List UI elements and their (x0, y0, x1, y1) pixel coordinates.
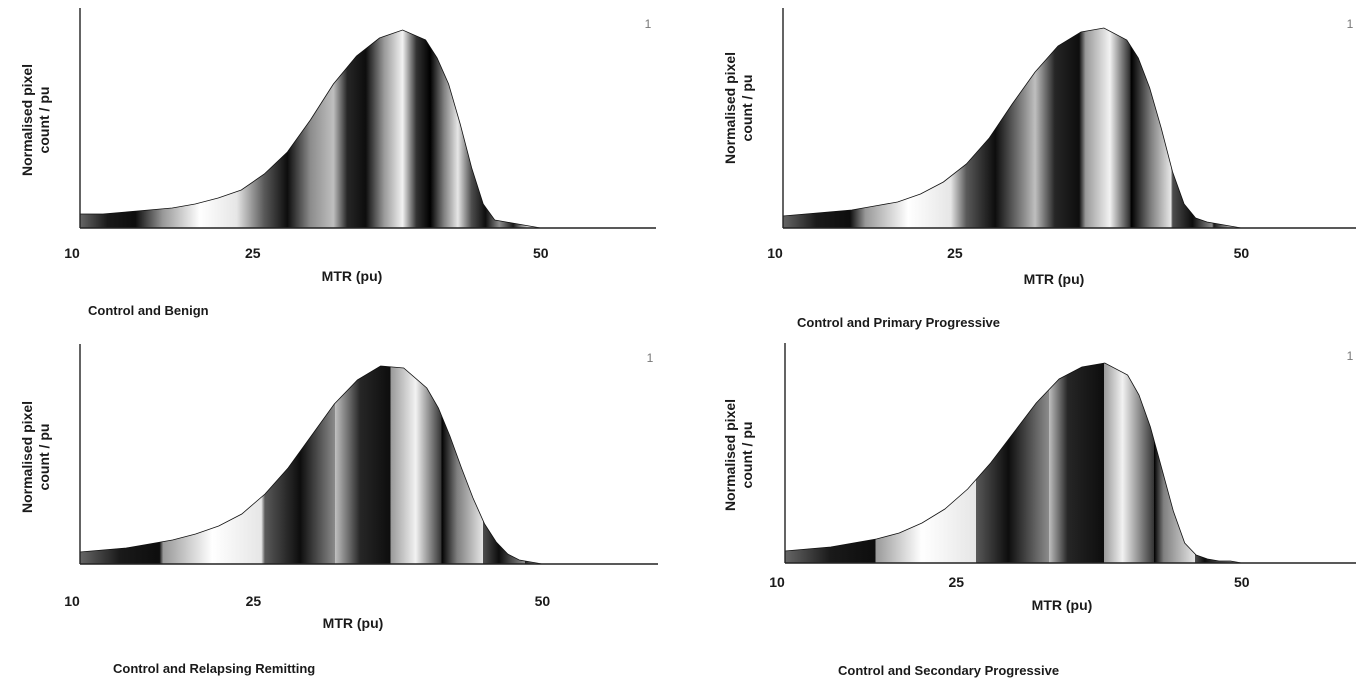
corner-label: 1 (1347, 17, 1354, 31)
x-tick-label: 25 (245, 245, 261, 261)
series-line (782, 27, 1242, 229)
panel-caption: Control and Relapsing Remitting (113, 661, 315, 676)
x-tick-label: 50 (1234, 245, 1250, 261)
x-tick-label: 50 (1234, 574, 1250, 590)
x-tick-label: 25 (246, 593, 262, 609)
x-tick-label: 10 (64, 593, 80, 609)
x-axis-label: MTR (pu) (322, 268, 383, 284)
panel-caption: Control and Benign (88, 303, 209, 318)
x-tick-label: 10 (64, 245, 80, 261)
y-axis-label: Normalised pixelcount / pu (722, 399, 755, 511)
corner-label: 1 (647, 351, 654, 365)
y-axis-label: Normalised pixelcount / pu (722, 52, 755, 164)
histogram-area (783, 28, 1242, 228)
series-line (79, 365, 543, 565)
x-axis-label: MTR (pu) (323, 615, 384, 631)
series-line (784, 362, 1242, 564)
y-axis-label: Normalised pixelcount / pu (19, 64, 52, 176)
y-axis-label: Normalised pixelcount / pu (19, 401, 52, 513)
panel-caption: Control and Secondary Progressive (838, 663, 1059, 678)
x-tick-label: 10 (769, 574, 785, 590)
corner-label: 1 (645, 17, 652, 31)
x-tick-label: 50 (535, 593, 551, 609)
chart-panel: 10 25 50 MTR (pu) Normalised pixelcount / pu… (19, 344, 658, 676)
x-tick-label: 50 (533, 245, 549, 261)
chart-panel: 10 25 50 MTR (pu) Normalised pixelcount / pu… (722, 8, 1356, 330)
chart-panel: 10 25 50 MTR (pu) Normalised pixelcount / pu… (19, 8, 656, 318)
histogram-area (80, 30, 541, 228)
x-tick-label: 25 (947, 245, 963, 261)
x-tick-label: 10 (767, 245, 783, 261)
panel-caption: Control and Primary Progressive (797, 315, 1000, 330)
x-axis-label: MTR (pu) (1024, 271, 1085, 287)
corner-label: 1 (1347, 349, 1354, 363)
series-line (80, 29, 541, 229)
x-axis-label: MTR (pu) (1032, 597, 1093, 613)
chart-panel: 10 25 50 MTR (pu) Normalised pixelcount / pu… (722, 343, 1356, 678)
histogram-area (785, 363, 1242, 563)
histogram-area (80, 366, 543, 564)
x-tick-label: 25 (949, 574, 965, 590)
